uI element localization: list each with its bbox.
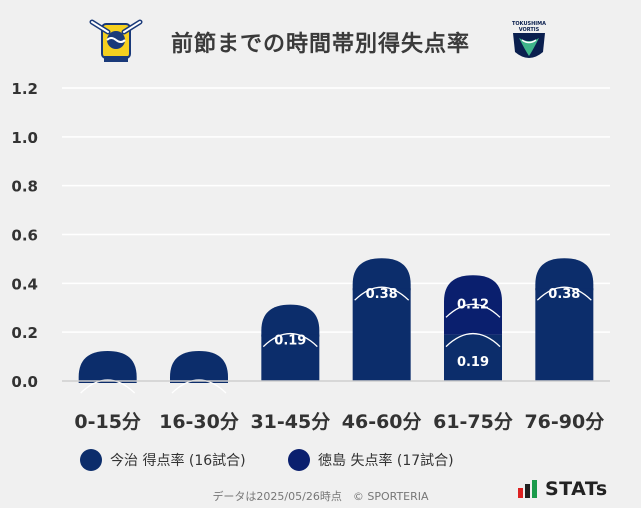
legend-label-imabari: 今治 得点率 (16試合) — [110, 453, 246, 469]
bar-cap — [78, 351, 137, 383]
bar-group-0: 0-15分 — [74, 351, 141, 433]
x-category-label: 16-30分 — [159, 411, 239, 433]
svg-text:TOKUSHIMA: TOKUSHIMA — [512, 21, 546, 27]
legend-swatch-imabari — [80, 449, 102, 471]
bar-group-5: 0.38 76-90分 — [524, 258, 604, 433]
y-tick-label: 1.2 — [11, 80, 38, 98]
svg-text:VORTIS: VORTIS — [519, 27, 540, 33]
legend-label-tokushima: 徳島 失点率 (17試合) — [318, 453, 454, 469]
x-category-label: 46-60分 — [342, 411, 422, 433]
x-category-label: 61-75分 — [433, 411, 513, 433]
data-label-imabari: 0.19 — [274, 334, 306, 349]
stats-brand: STATs — [518, 478, 608, 500]
tokushima-vortis-logo: TOKUSHIMA VORTIS — [512, 21, 546, 58]
bar-arc — [80, 379, 136, 394]
bar-group-4: 0.19 0.12 61-75分 — [433, 275, 513, 433]
data-label-tokushima: 0.12 — [457, 297, 489, 312]
chart-header: 前節までの時間帯別得失点率 TOKUSHIMA VORTIS — [0, 0, 641, 80]
y-tick-label: 0.6 — [11, 227, 38, 245]
legend-item-imabari: 今治 得点率 (16試合) — [80, 449, 246, 471]
stats-brand-text: STATs — [545, 478, 608, 500]
bar-group-3: 0.38 46-60分 — [342, 258, 422, 433]
chart-legend: 今治 得点率 (16試合) 徳島 失点率 (17試合) — [0, 449, 641, 473]
stats-bars-icon — [518, 480, 537, 498]
bar-chart: 0.0 0.2 0.4 0.6 0.8 1.0 1.2 0-15分 16-30分 0.19 31-4… — [11, 80, 610, 433]
x-category-label: 76-90分 — [524, 411, 604, 433]
bar-imabari — [535, 288, 594, 381]
bar-imabari — [444, 334, 502, 381]
bar-imabari — [261, 334, 320, 381]
bar-cap — [261, 304, 320, 337]
bar-arc — [536, 286, 592, 301]
data-label-imabari: 0.38 — [548, 287, 580, 302]
legend-swatch-tokushima — [288, 449, 310, 471]
bar-arc — [354, 286, 410, 301]
chart-title: 前節までの時間帯別得失点率 — [170, 32, 470, 57]
bar-cap — [444, 275, 502, 308]
x-category-label: 31-45分 — [250, 411, 330, 433]
data-label-imabari: 0.19 — [457, 355, 489, 370]
y-tick-label: 0.2 — [11, 324, 38, 342]
bar-arc — [171, 379, 227, 394]
legend-item-tokushima: 徳島 失点率 (17試合) — [288, 449, 454, 471]
bar-cap — [170, 351, 228, 383]
y-tick-label: 0.4 — [11, 275, 38, 293]
data-source-note: データは2025/05/26時点 © SPORTERIA — [212, 490, 429, 503]
bar-imabari — [352, 288, 411, 381]
bar-cap — [352, 258, 411, 291]
data-label-imabari: 0.38 — [366, 287, 398, 302]
bar-arc — [445, 303, 501, 318]
bar-arc — [445, 333, 501, 348]
y-tick-label: 0.0 — [11, 373, 38, 391]
bar-group-2: 0.19 31-45分 — [250, 304, 330, 433]
y-tick-label: 1.0 — [11, 129, 38, 147]
bar-group-1: 16-30分 — [159, 351, 239, 433]
x-category-label: 0-15分 — [74, 411, 141, 433]
bar-arc — [262, 333, 318, 348]
y-tick-label: 0.8 — [11, 178, 38, 196]
bar-cap — [535, 258, 594, 291]
imabari-crest-logo — [89, 19, 143, 62]
